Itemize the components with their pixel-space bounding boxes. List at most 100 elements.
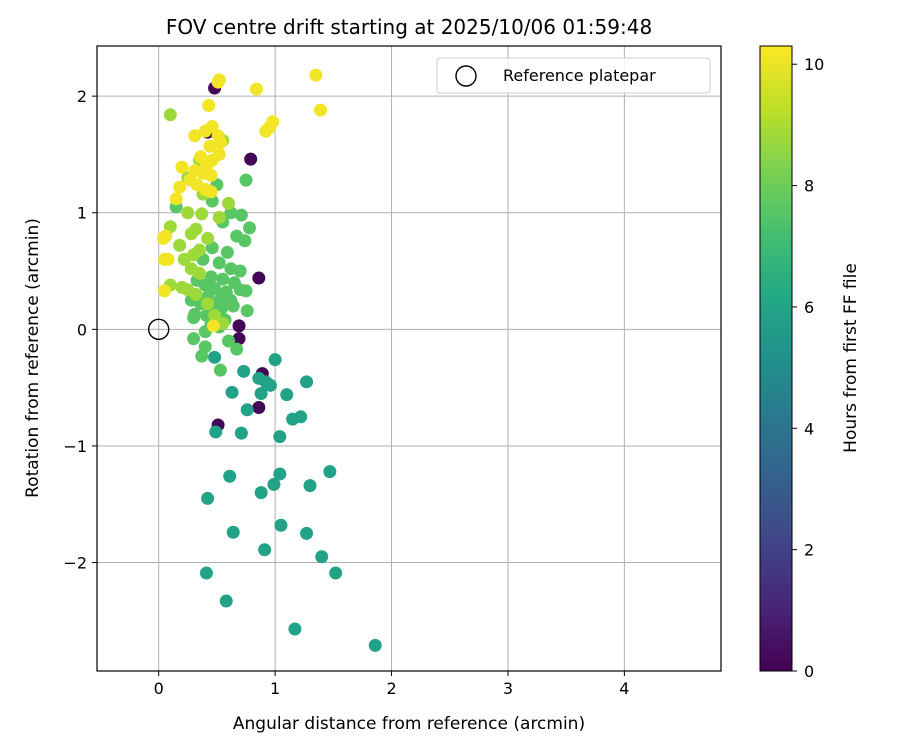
y-axis-ticks: −2 −1 0 1 2	[63, 87, 97, 573]
data-point	[268, 353, 282, 367]
colorbar-ticks: 0 2 4 6 8 10	[792, 55, 824, 681]
data-point	[181, 206, 195, 220]
x-tick-label: 4	[619, 679, 629, 698]
data-point	[239, 173, 253, 187]
colorbar-tick-label: 2	[804, 541, 814, 560]
colorbar: 0 2 4 6 8 10 Hours from first FF file	[759, 45, 861, 681]
x-tick-label: 2	[386, 679, 396, 698]
y-tick-label: 2	[77, 87, 87, 106]
colorbar-tick-label: 0	[804, 662, 814, 681]
data-point	[273, 467, 287, 481]
data-point	[234, 208, 248, 222]
y-axis-label: Rotation from reference (arcmin)	[23, 218, 43, 498]
data-point	[173, 180, 187, 194]
plot-frame	[96, 45, 722, 672]
data-point	[234, 426, 248, 440]
legend-marker-icon	[455, 65, 477, 87]
colorbar-tick-label: 4	[804, 419, 814, 438]
data-point	[252, 271, 266, 285]
data-point	[209, 425, 223, 439]
data-point	[195, 349, 209, 363]
data-point	[233, 264, 247, 278]
data-point	[294, 410, 308, 424]
data-point	[220, 245, 234, 259]
reference-marker	[148, 318, 170, 341]
data-point	[240, 304, 254, 318]
data-point	[243, 221, 257, 235]
data-point	[206, 319, 220, 333]
data-point	[177, 252, 191, 266]
data-point	[194, 150, 208, 164]
legend-box	[436, 57, 711, 94]
data-point	[300, 375, 314, 389]
x-axis-ticks: 0 1 2 3 4	[154, 671, 629, 698]
data-point	[238, 234, 252, 248]
data-point	[173, 238, 187, 252]
data-point	[232, 319, 246, 333]
data-point	[237, 364, 251, 378]
data-point	[232, 332, 246, 346]
data-point	[252, 400, 266, 414]
data-point	[202, 98, 216, 112]
data-point	[188, 129, 202, 143]
data-point	[212, 73, 226, 87]
chart-title: FOV centre drift starting at 2025/10/06 …	[166, 15, 652, 39]
legend: Reference platepar	[436, 57, 711, 94]
colorbar-gradient	[759, 45, 793, 672]
y-tick-label: 1	[77, 204, 87, 223]
data-point	[222, 196, 236, 210]
data-point	[204, 168, 218, 182]
data-point	[273, 430, 287, 444]
data-point	[187, 332, 201, 346]
data-point	[258, 543, 272, 557]
data-point	[329, 566, 343, 580]
y-tick-label: −2	[63, 554, 87, 573]
data-point	[239, 284, 253, 298]
data-point	[309, 68, 323, 82]
plot-grid	[97, 46, 721, 671]
data-point	[208, 350, 222, 364]
data-point	[303, 479, 317, 493]
data-point	[187, 311, 201, 325]
data-point	[201, 231, 215, 245]
data-point	[222, 334, 236, 348]
data-point	[213, 136, 227, 150]
data-point	[163, 108, 177, 122]
colorbar-tick-label: 6	[804, 298, 814, 317]
data-point	[161, 252, 175, 266]
data-point	[314, 103, 328, 117]
data-point	[244, 152, 258, 166]
data-point	[204, 185, 218, 199]
data-point	[184, 227, 198, 241]
data-point	[267, 477, 281, 491]
data-point	[213, 363, 227, 377]
data-point	[212, 210, 226, 224]
data-point	[323, 465, 337, 479]
data-point	[198, 124, 212, 138]
colorbar-tick-label: 8	[804, 177, 814, 196]
data-point	[192, 266, 206, 280]
data-point	[216, 272, 230, 286]
data-point	[201, 491, 215, 505]
data-point	[315, 550, 329, 564]
x-tick-label: 3	[503, 679, 513, 698]
data-point	[156, 231, 170, 245]
data-point	[288, 622, 302, 636]
data-point	[368, 638, 382, 652]
x-tick-label: 1	[270, 679, 280, 698]
y-tick-label: 0	[77, 320, 87, 339]
data-points	[156, 68, 382, 652]
data-point	[199, 566, 213, 580]
x-tick-label: 0	[154, 679, 164, 698]
data-point	[300, 526, 314, 540]
data-point	[158, 284, 172, 298]
colorbar-tick-label: 10	[804, 55, 824, 74]
data-point	[226, 525, 240, 539]
data-point	[212, 256, 226, 270]
data-point	[249, 82, 263, 96]
data-point	[203, 139, 217, 153]
data-point	[225, 385, 239, 399]
data-point	[169, 192, 183, 206]
data-point	[259, 124, 273, 138]
